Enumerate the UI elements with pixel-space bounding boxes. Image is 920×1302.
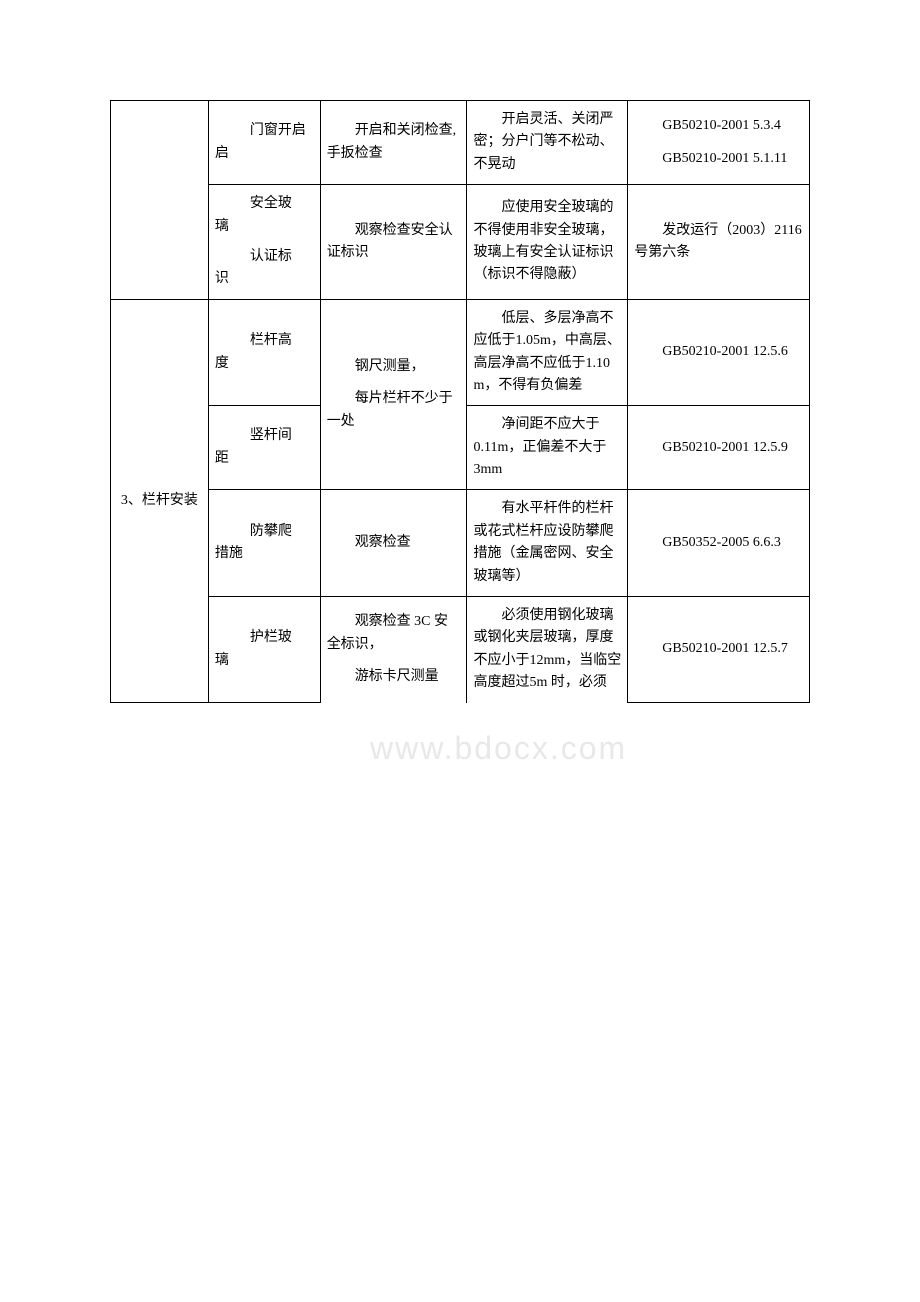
standard-cell: GB50210-2001 12.5.6 — [628, 299, 810, 406]
table-row: 安全玻 璃 认证标 识 观察检查安全认证标识 应使用安全玻璃的不得使用非安全玻璃… — [111, 185, 810, 300]
standard-ref: GB50210-2001 12.5.6 — [634, 341, 803, 363]
standard-cell: GB50210-2001 12.5.9 — [628, 406, 810, 490]
standard-cell: GB50210-2001 5.3.4 GB50210-2001 5.1.11 — [628, 101, 810, 185]
requirement-text: 应使用安全玻璃的不得使用非安全玻璃，玻璃上有安全认证标识（标识不得隐蔽） — [473, 197, 621, 287]
table-row: 门窗开启 启 开启和关闭检查,手扳检查 开启灵活、关闭严密；分户门等不松动、不晃… — [111, 101, 810, 185]
method-text: 观察检查 — [327, 532, 461, 554]
requirement-text: 低层、多层净高不应低于1.05m，中高层、高层净高不应低于1.10 m，不得有负… — [473, 308, 621, 398]
standard-cell: 发改运行（2003）2116 号第六条 — [628, 185, 810, 300]
item-cell: 竖杆间 距 — [208, 406, 320, 490]
method-cell: 观察检查安全认证标识 — [320, 185, 467, 300]
standard-ref: GB50210-2001 12.5.9 — [634, 437, 803, 459]
item-label: 栏杆高 — [215, 330, 314, 352]
method-cell: 钢尺测量， 每片栏杆不少于一处 — [320, 299, 467, 490]
requirement-text: 必须使用钢化玻璃或钢化夹层玻璃，厚度不应小于12mm，当临空高度超过5m 时，必… — [473, 605, 621, 695]
requirement-cell: 应使用安全玻璃的不得使用非安全玻璃，玻璃上有安全认证标识（标识不得隐蔽） — [467, 185, 628, 300]
method-cell: 观察检查 — [320, 490, 467, 597]
item-label: 护栏玻 — [215, 627, 314, 649]
item-cell: 安全玻 璃 认证标 识 — [208, 185, 320, 300]
standard-ref: 发改运行（2003）2116 号第六条 — [634, 220, 803, 265]
item-label-cont: 措施 — [215, 543, 314, 565]
item-label: 竖杆间 — [215, 425, 314, 447]
requirement-cell: 必须使用钢化玻璃或钢化夹层玻璃，厚度不应小于12mm，当临空高度超过5m 时，必… — [467, 597, 628, 703]
category-label: 3、栏杆安装 — [121, 493, 198, 508]
item-label: 门窗开启 — [215, 120, 314, 142]
item-cell: 门窗开启 启 — [208, 101, 320, 185]
requirement-cell: 低层、多层净高不应低于1.05m，中高层、高层净高不应低于1.10 m，不得有负… — [467, 299, 628, 406]
method-cell: 开启和关闭检查,手扳检查 — [320, 101, 467, 185]
item-label: 防攀爬 — [215, 521, 314, 543]
item-label-cont: 度 — [215, 353, 314, 375]
method-para1: 观察检查 3C 安全标识， — [327, 611, 461, 656]
category-cell — [111, 101, 209, 300]
requirement-text: 有水平杆件的栏杆或花式栏杆应设防攀爬措施（金属密网、安全玻璃等） — [473, 498, 621, 588]
table-row: 护栏玻 璃 观察检查 3C 安全标识， 游标卡尺测量 必须使用钢化玻璃或钢化夹层… — [111, 597, 810, 703]
category-cell: 3、栏杆安装 — [111, 299, 209, 702]
item-cell: 护栏玻 璃 — [208, 597, 320, 703]
standard-ref-1: GB50210-2001 5.3.4 — [634, 115, 803, 137]
item-line1b: 璃 — [215, 216, 314, 238]
standards-table: 门窗开启 启 开启和关闭检查,手扳检查 开启灵活、关闭严密；分户门等不松动、不晃… — [110, 100, 810, 703]
document-container: www.bdocx.com 门窗开启 启 开启和关闭检查,手扳检查 开启灵活 — [110, 100, 810, 703]
item-line1: 安全玻 — [215, 193, 314, 215]
method-cell: 观察检查 3C 安全标识， 游标卡尺测量 — [320, 597, 467, 703]
standard-ref-2: GB50210-2001 5.1.11 — [634, 148, 803, 170]
item-cell: 栏杆高 度 — [208, 299, 320, 406]
requirement-text: 开启灵活、关闭严密；分户门等不松动、不晃动 — [473, 109, 621, 176]
watermark-text: www.bdocx.com — [370, 730, 627, 767]
item-line2: 认证标 — [215, 246, 314, 268]
method-text: 观察检查安全认证标识 — [327, 220, 461, 265]
table-row: 防攀爬 措施 观察检查 有水平杆件的栏杆或花式栏杆应设防攀爬措施（金属密网、安全… — [111, 490, 810, 597]
standard-ref: GB50352-2005 6.6.3 — [634, 532, 803, 554]
item-cell: 防攀爬 措施 — [208, 490, 320, 597]
requirement-text: 净间距不应大于0.11m，正偏差不大于3mm — [473, 414, 621, 481]
method-text: 开启和关闭检查,手扳检查 — [327, 120, 461, 165]
requirement-cell: 净间距不应大于0.11m，正偏差不大于3mm — [467, 406, 628, 490]
method-para2: 游标卡尺测量 — [327, 666, 461, 688]
requirement-cell: 开启灵活、关闭严密；分户门等不松动、不晃动 — [467, 101, 628, 185]
method-para1: 钢尺测量， — [327, 356, 461, 378]
item-label-cont: 璃 — [215, 650, 314, 672]
requirement-cell: 有水平杆件的栏杆或花式栏杆应设防攀爬措施（金属密网、安全玻璃等） — [467, 490, 628, 597]
item-label-cont: 启 — [215, 143, 314, 165]
item-label-cont: 距 — [215, 448, 314, 470]
standard-cell: GB50352-2005 6.6.3 — [628, 490, 810, 597]
standard-cell: GB50210-2001 12.5.7 — [628, 597, 810, 703]
item-line2b: 识 — [215, 268, 314, 290]
standard-ref: GB50210-2001 12.5.7 — [634, 638, 803, 660]
method-para2: 每片栏杆不少于一处 — [327, 388, 461, 433]
table-row: 3、栏杆安装 栏杆高 度 钢尺测量， 每片栏杆不少于一处 低层、多层净高不应低于… — [111, 299, 810, 406]
